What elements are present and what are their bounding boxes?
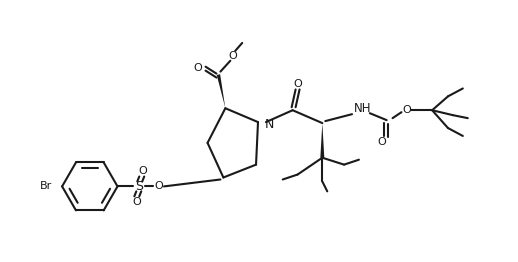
Text: N: N — [265, 118, 275, 130]
Text: NH: NH — [354, 102, 371, 115]
Text: O: O — [132, 197, 141, 207]
Polygon shape — [217, 74, 225, 108]
Text: O: O — [228, 51, 237, 61]
Text: Br: Br — [40, 181, 52, 192]
Text: O: O — [155, 181, 164, 192]
Text: O: O — [377, 137, 386, 147]
Text: O: O — [402, 105, 411, 115]
Polygon shape — [320, 123, 324, 158]
Text: O: O — [138, 166, 147, 176]
Text: O: O — [193, 63, 202, 73]
Text: O: O — [293, 79, 302, 89]
Text: S: S — [135, 180, 143, 193]
